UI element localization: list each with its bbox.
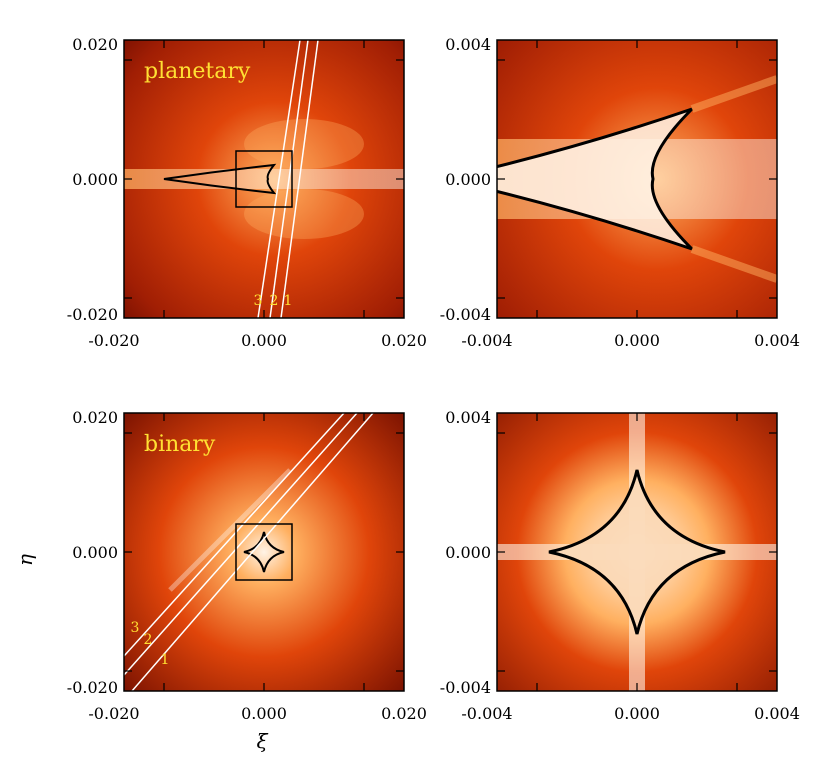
x-tick-label: -0.004	[461, 704, 512, 723]
x-tick-label: 0.000	[241, 331, 287, 350]
y-axis-label: η	[13, 554, 37, 566]
y-tick-label: 0.000	[72, 543, 118, 562]
y-tick-label: -0.004	[440, 678, 491, 697]
x-tick-label: 0.020	[381, 331, 427, 350]
zoom-region-box	[235, 523, 293, 581]
x-tick-label: 0.004	[754, 331, 800, 350]
panel-binary-wide: -0.020 0.000 0.020 0.020 0.000 -0.020 binary 32…	[67, 408, 427, 723]
caustic-curve	[548, 469, 726, 635]
x-tick-label: 0.000	[614, 331, 660, 350]
track-number: 1	[161, 652, 170, 668]
source-track	[124, 413, 358, 676]
source-track-glow	[168, 468, 292, 592]
x-tick-label: 0.000	[614, 704, 660, 723]
x-tick-label: 0.020	[381, 704, 427, 723]
source-track	[257, 40, 301, 318]
y-tick-label: -0.004	[440, 305, 491, 324]
panel-label: planetary	[144, 59, 251, 84]
y-tick-label: 0.020	[72, 408, 118, 427]
source-track	[280, 40, 319, 318]
track-number: 3	[131, 620, 140, 636]
track-number: 2	[144, 632, 153, 648]
x-tick-label: -0.020	[88, 704, 139, 723]
x-tick-label: 0.000	[241, 704, 287, 723]
y-tick-label: 0.000	[445, 543, 491, 562]
x-tick-label: -0.004	[461, 331, 512, 350]
x-tick-label: 0.004	[754, 704, 800, 723]
cusp-beam	[690, 245, 777, 283]
track-number: 2	[270, 293, 279, 309]
x-tick-label: -0.020	[88, 331, 139, 350]
zoom-region-box	[235, 150, 293, 208]
y-tick-label: -0.020	[67, 678, 118, 697]
source-track	[124, 413, 345, 657]
caustic-curve	[243, 531, 285, 573]
y-tick-label: 0.004	[445, 35, 491, 54]
x-axis-label: ξ	[256, 729, 268, 753]
source-track	[131, 413, 374, 691]
caustic-curve	[163, 163, 277, 195]
panel-planetary-zoom: -0.004 0.000 0.004 0.004 0.000 -0.004	[440, 35, 800, 350]
heatmap-glow	[124, 413, 404, 691]
track-number: 3	[254, 293, 263, 309]
y-tick-label: 0.020	[72, 35, 118, 54]
y-tick-label: 0.004	[445, 408, 491, 427]
panel-binary-zoom: -0.004 0.000 0.004 0.004 0.000 -0.004	[440, 408, 800, 723]
source-track	[269, 40, 309, 318]
panels-layer: -0.020 0.000 0.020 0.020 0.000 -0.020 planetar…	[67, 35, 800, 723]
heatmap-lobe	[244, 189, 364, 239]
caustic-curve	[497, 107, 694, 251]
y-tick-label: -0.020	[67, 305, 118, 324]
panel-label: binary	[144, 432, 216, 457]
y-tick-label: 0.000	[72, 170, 118, 189]
track-number: 1	[284, 293, 293, 309]
cusp-beam	[690, 75, 777, 113]
y-tick-label: 0.000	[445, 170, 491, 189]
panel-planetary-wide: -0.020 0.000 0.020 0.020 0.000 -0.020 planetar…	[67, 35, 427, 350]
